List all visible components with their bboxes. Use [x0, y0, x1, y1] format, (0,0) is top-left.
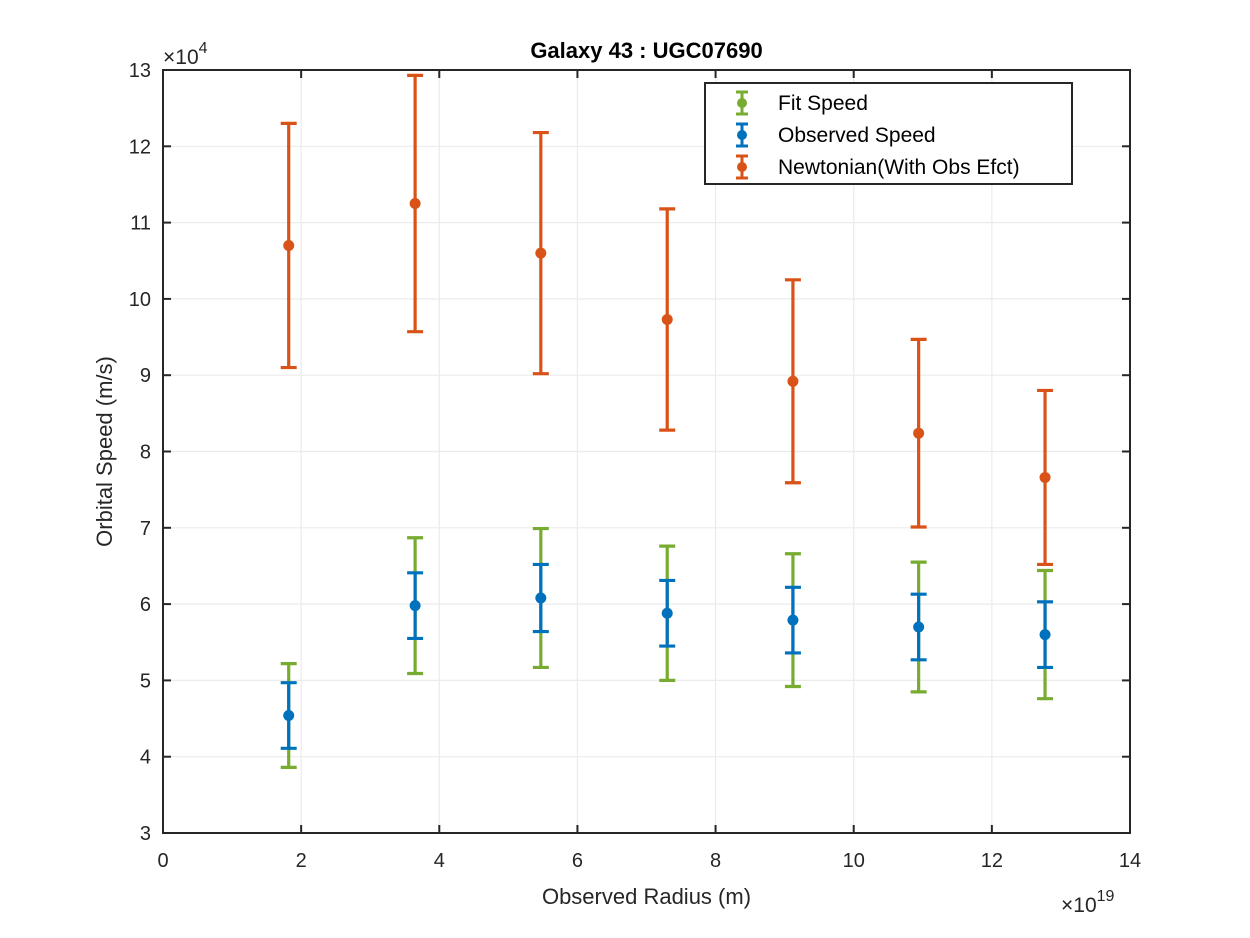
- legend-swatch-marker: [737, 98, 747, 108]
- y-tick-label: 6: [140, 594, 151, 616]
- legend-entries: Fit Speed Observed Speed Newtonian(With Ob…: [736, 90, 1020, 180]
- legend: Fit Speed Observed Speed Newtonian(With Ob…: [704, 82, 1073, 185]
- data-point: [913, 427, 925, 439]
- x-tick-label: 0: [157, 850, 168, 872]
- x-exponent-base: ×10: [1061, 894, 1097, 917]
- data-point: [1039, 629, 1051, 641]
- data-point: [409, 600, 421, 612]
- y-tick-label: 13: [129, 60, 151, 82]
- data-point: [787, 614, 799, 626]
- y-tick-label: 3: [140, 823, 151, 845]
- y-tick-label: 4: [140, 747, 151, 769]
- legend-entry: Newtonian(With Obs Efct): [736, 154, 1020, 180]
- x-axis-exponent: ×1019: [1061, 888, 1115, 917]
- legend-label: Fit Speed: [778, 92, 868, 115]
- y-axis-label: Orbital Speed (m/s): [92, 356, 117, 547]
- legend-swatch-marker: [737, 130, 747, 140]
- x-exponent-power: 19: [1097, 888, 1115, 905]
- x-axis-label: Observed Radius (m): [542, 884, 751, 909]
- y-tick-label: 9: [140, 365, 151, 387]
- data-point: [409, 198, 421, 210]
- y-tick-label: 5: [140, 670, 151, 692]
- x-tick-label: 4: [434, 850, 445, 872]
- data-point: [535, 592, 547, 604]
- legend-entry: Fit Speed: [736, 90, 868, 116]
- x-tick-label: 10: [843, 850, 865, 872]
- legend-box: [704, 82, 1073, 185]
- grid-lines: [163, 70, 1130, 833]
- x-tick-label: 12: [981, 850, 1003, 872]
- y-tick-label: 7: [140, 518, 151, 540]
- y-exponent-base: ×10: [163, 46, 199, 69]
- x-tick-label: 14: [1119, 850, 1141, 872]
- y-axis-exponent: ×104: [163, 40, 208, 69]
- data-point: [535, 247, 547, 259]
- y-tick-label: 10: [129, 289, 151, 311]
- data-point: [1039, 471, 1051, 483]
- data-series: [280, 73, 1054, 769]
- legend-swatch-marker: [737, 162, 747, 172]
- series-1: [280, 562, 1054, 750]
- y-tick-label: 12: [129, 136, 151, 158]
- axis-ticks: 0 2 4 6 8 10 12 14 3 4 5 6 7 8 9 10 11 12 13: [129, 60, 1141, 872]
- chart-title: Galaxy 43 : UGC07690: [530, 38, 762, 63]
- x-tick-label: 2: [296, 850, 307, 872]
- data-point: [913, 621, 925, 633]
- y-tick-label: 8: [140, 442, 151, 464]
- y-tick-label: 11: [130, 213, 151, 235]
- x-tick-label: 8: [710, 850, 721, 872]
- data-point: [661, 607, 673, 619]
- legend-label: Newtonian(With Obs Efct): [778, 156, 1020, 179]
- legend-entry: Observed Speed: [736, 122, 936, 148]
- y-exponent-power: 4: [199, 40, 208, 57]
- data-point: [283, 239, 295, 251]
- legend-label: Observed Speed: [778, 124, 936, 147]
- data-point: [787, 375, 799, 387]
- series-2: [280, 73, 1054, 567]
- data-point: [283, 709, 295, 721]
- x-tick-label: 6: [572, 850, 583, 872]
- data-point: [661, 314, 673, 326]
